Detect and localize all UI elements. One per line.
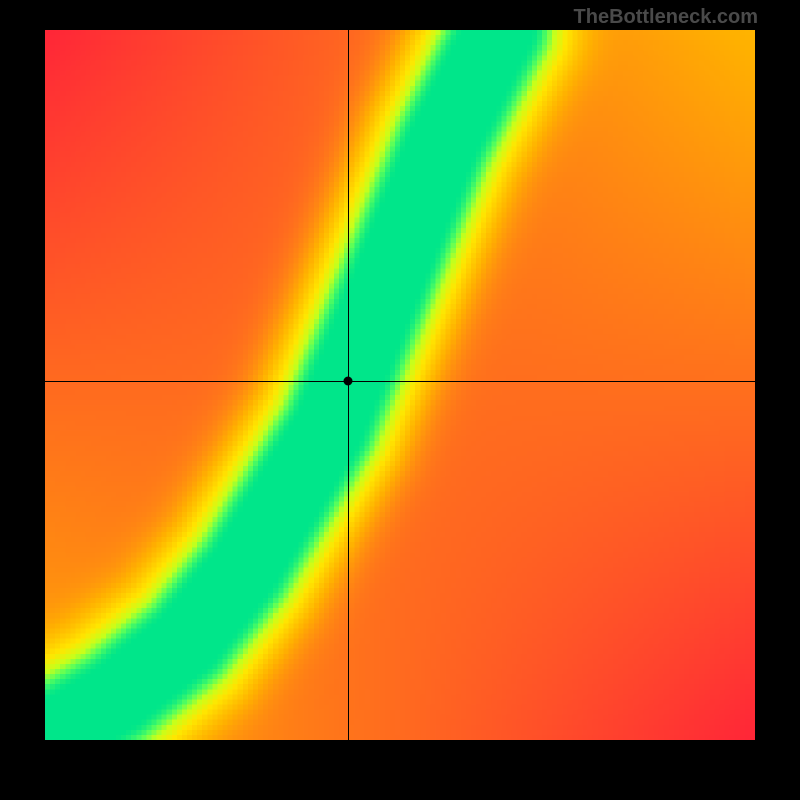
watermark-text: TheBottleneck.com (574, 6, 758, 29)
heatmap-canvas (45, 30, 755, 740)
heatmap-chart (45, 30, 755, 740)
